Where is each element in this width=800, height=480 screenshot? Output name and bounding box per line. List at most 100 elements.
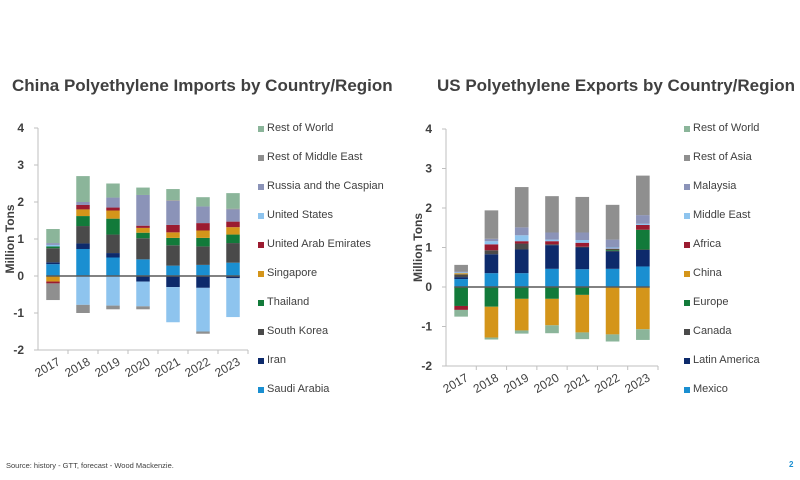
legend-label: Middle East (693, 209, 751, 221)
bar-segment-rest-of-world (76, 176, 90, 202)
bar-segment-russia-and-the-caspian (196, 206, 210, 224)
legend-item: Canada (684, 325, 760, 354)
legend-swatch (684, 300, 690, 306)
y-axis-label: Million Tons (3, 204, 17, 273)
bar-segment-iran (46, 262, 60, 265)
y-tick-label: -1 (13, 306, 24, 320)
legend-label: Mexico (693, 383, 728, 395)
bar-segment-thailand (76, 216, 90, 227)
bar-segment-singapore (106, 210, 120, 219)
bar-segment-china (514, 298, 529, 331)
legend-swatch (684, 242, 690, 248)
bar-segment-rest-of-middle-east (166, 200, 180, 201)
bar-segment-rest-of-middle-east (106, 305, 120, 310)
bar-segment-saudi-arabia (226, 262, 240, 276)
bar-segment-rest-of-world (136, 187, 150, 195)
bar-segment-russia-and-the-caspian (166, 200, 180, 225)
y-tick-label: 1 (425, 241, 432, 255)
bar-segment-iran (166, 276, 180, 288)
bar-segment-south-korea (226, 243, 240, 263)
bar-segment-europe (514, 287, 529, 299)
legend-label: Canada (693, 325, 732, 337)
y-tick-label: 2 (425, 201, 432, 215)
x-tick-label: 2020 (122, 354, 152, 380)
bar-segment-south-korea (76, 226, 90, 244)
legend-swatch (258, 213, 264, 219)
x-tick-label: 2019 (501, 370, 531, 396)
bar-segment-africa (636, 224, 650, 230)
legend-swatch (684, 155, 690, 161)
bar-segment-saudi-arabia (136, 259, 150, 276)
bar-segment-thailand (166, 237, 180, 246)
bar-segment-rest-of-world (605, 334, 620, 342)
bar-segment-saudi-arabia (76, 248, 90, 276)
legend-label: Saudi Arabia (267, 383, 330, 395)
bar-segment-africa (514, 241, 529, 244)
bar-segment-south-korea (196, 246, 210, 265)
bar-segment-iran (76, 243, 90, 249)
bar-segment-saudi-arabia (106, 257, 120, 276)
bar-segment-iran (106, 253, 120, 258)
bar-segment-middle-east (454, 272, 468, 274)
legend-label: Singapore (267, 267, 318, 279)
bar-segment-china (454, 273, 468, 275)
bar-segment-south-korea (46, 248, 60, 263)
legend-item: Mexico (684, 383, 760, 412)
x-tick-label: 2018 (471, 370, 501, 396)
y-tick-label: -1 (421, 320, 432, 334)
x-tick-label: 2021 (562, 370, 592, 396)
bar-segment-china (575, 294, 590, 333)
y-tick-label: 3 (425, 162, 432, 176)
legend-label: Iran (267, 354, 286, 366)
bar-segment-united-states (136, 281, 150, 307)
bar-segment-rest-of-middle-east (46, 283, 60, 301)
bar-segment-rest-of-middle-east (196, 331, 210, 334)
bar-segment-canada (605, 250, 620, 252)
bar-segment-canada (484, 250, 499, 255)
legend-item: Iran (258, 354, 384, 383)
bar-segment-mexico (575, 269, 590, 287)
bar-segment-rest-of-world (454, 309, 468, 317)
legend-swatch (684, 271, 690, 277)
bar-segment-latin-america (484, 254, 499, 274)
bar-segment-africa (484, 244, 499, 251)
legend-item: Middle East (684, 209, 760, 238)
bar-segment-mexico (636, 266, 650, 287)
bar-segment-latin-america (514, 249, 529, 274)
bar-segment-united-arab-emirates (226, 221, 240, 228)
bar-segment-china (545, 298, 559, 326)
bar-segment-europe (605, 249, 620, 251)
chart-title-us: US Polyethylene Exports by Country/Regio… (437, 76, 796, 95)
bar-segment-rest-of-world (166, 189, 180, 201)
legend-swatch (684, 329, 690, 335)
bar-segment-united-arab-emirates (106, 207, 120, 211)
legend-item: United Arab Emirates (258, 238, 384, 267)
legend-swatch (258, 242, 264, 248)
bar-segment-malaysia (575, 232, 590, 240)
bar-segment-singapore (196, 230, 210, 238)
legend-swatch (258, 387, 264, 393)
legend-label: Rest of World (693, 122, 760, 134)
y-tick-label: 0 (17, 269, 24, 283)
us-legend: Rest of World Rest of Asia Malaysia Middle … (684, 122, 760, 412)
bar-segment-united-arab-emirates (196, 223, 210, 231)
bar-segment-canada (575, 246, 590, 248)
legend-label: Africa (693, 238, 722, 250)
bar-segment-thailand (226, 234, 240, 244)
legend-item: Singapore (258, 267, 384, 296)
bar-segment-europe (545, 287, 559, 299)
bar-segment-malaysia (605, 239, 620, 248)
bar-segment-rest-of-world (196, 197, 210, 207)
legend-item: Malaysia (684, 180, 760, 209)
legend-item: Africa (684, 238, 760, 267)
bar-segment-rest-of-world (226, 193, 240, 209)
bar-segment-middle-east (484, 241, 499, 245)
legend-label: United States (267, 209, 334, 221)
legend-item: China (684, 267, 760, 296)
legend-label: Europe (693, 296, 729, 308)
legend-swatch (258, 300, 264, 306)
y-tick-label: 4 (425, 122, 432, 136)
bar-segment-africa (575, 242, 590, 247)
bar-segment-thailand (136, 232, 150, 239)
bar-segment-rest-of-middle-east (226, 208, 240, 210)
